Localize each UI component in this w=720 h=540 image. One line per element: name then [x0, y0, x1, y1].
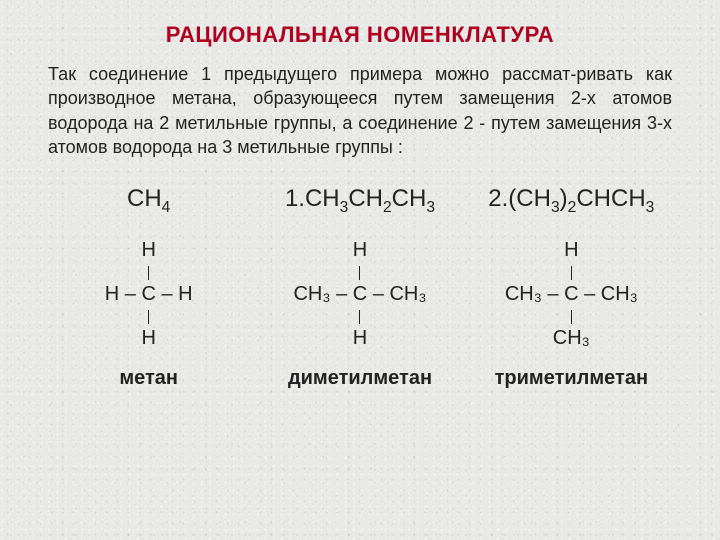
s3-left: CH₃ [505, 283, 542, 305]
bond-icon [571, 266, 572, 280]
s2-left: CH₃ [293, 283, 330, 305]
s2-center: C [353, 283, 367, 305]
f2p4: CH [392, 185, 427, 212]
f3p1: 3 [551, 199, 560, 216]
f2p1: 3 [340, 199, 349, 216]
s3-top: H [505, 239, 638, 261]
s3-center: C [564, 283, 578, 305]
s1-left: H [105, 283, 119, 305]
bond-icon [148, 310, 149, 324]
f3p4: CHCH [576, 185, 645, 212]
formula-2: 1.CH3CH2CH3 [285, 185, 435, 217]
s1-bottom: H [105, 327, 193, 349]
label-2: диметилметан [288, 367, 432, 390]
label-3: триметилметан [495, 367, 648, 390]
s2-right: CH₃ [389, 283, 426, 305]
body-paragraph: Так соединение 1 предыдущего примера мож… [48, 62, 672, 159]
f1p1: 4 [162, 199, 171, 216]
s1-top: H [105, 239, 193, 261]
s2-top: H [293, 239, 426, 261]
f2p3: 2 [383, 199, 392, 216]
f3p2: ) [560, 185, 568, 212]
f2p5: 3 [426, 199, 435, 216]
structure-2: H CH₃ – C – CH₃ H [293, 239, 426, 349]
bond-icon [571, 310, 572, 324]
compound-col-1: CH4 H H – C – H H метан [48, 185, 249, 390]
structure-1: H H – C – H H [105, 239, 193, 349]
f2p0: CH [305, 185, 340, 212]
formula-3: 2.(CH3)2CHCH3 [488, 185, 654, 217]
formula-2-prefix: 1. [285, 185, 305, 212]
bond-icon [359, 310, 360, 324]
formula-1: CH4 [127, 185, 170, 217]
formula-3-prefix: 2. [488, 185, 508, 212]
s1-right: H [178, 283, 192, 305]
f3p0: (CH [508, 185, 551, 212]
f3p5: 3 [646, 199, 655, 216]
f2p2: CH [348, 185, 383, 212]
slide: РАЦИОНАЛЬНАЯ НОМЕНКЛАТУРА Так соединение… [0, 0, 720, 390]
f1p0: CH [127, 185, 162, 212]
s3-right: CH₃ [601, 283, 638, 305]
structure-3: H CH₃ – C – CH₃ CH₃ [505, 239, 638, 349]
label-1: метан [119, 367, 178, 390]
s1-center: C [141, 283, 155, 305]
slide-title: РАЦИОНАЛЬНАЯ НОМЕНКЛАТУРА [48, 22, 672, 48]
compound-col-2: 1.CH3CH2CH3 H CH₃ – C – CH₃ H диметилмет… [259, 185, 460, 390]
bond-icon [359, 266, 360, 280]
compounds-row: CH4 H H – C – H H метан 1.CH3CH2CH3 H [48, 185, 672, 390]
s3-bottom: CH₃ [505, 327, 638, 349]
s2-bottom: H [293, 327, 426, 349]
bond-icon [148, 266, 149, 280]
compound-col-3: 2.(CH3)2CHCH3 H CH₃ – C – CH₃ CH₃ тримет… [471, 185, 672, 390]
